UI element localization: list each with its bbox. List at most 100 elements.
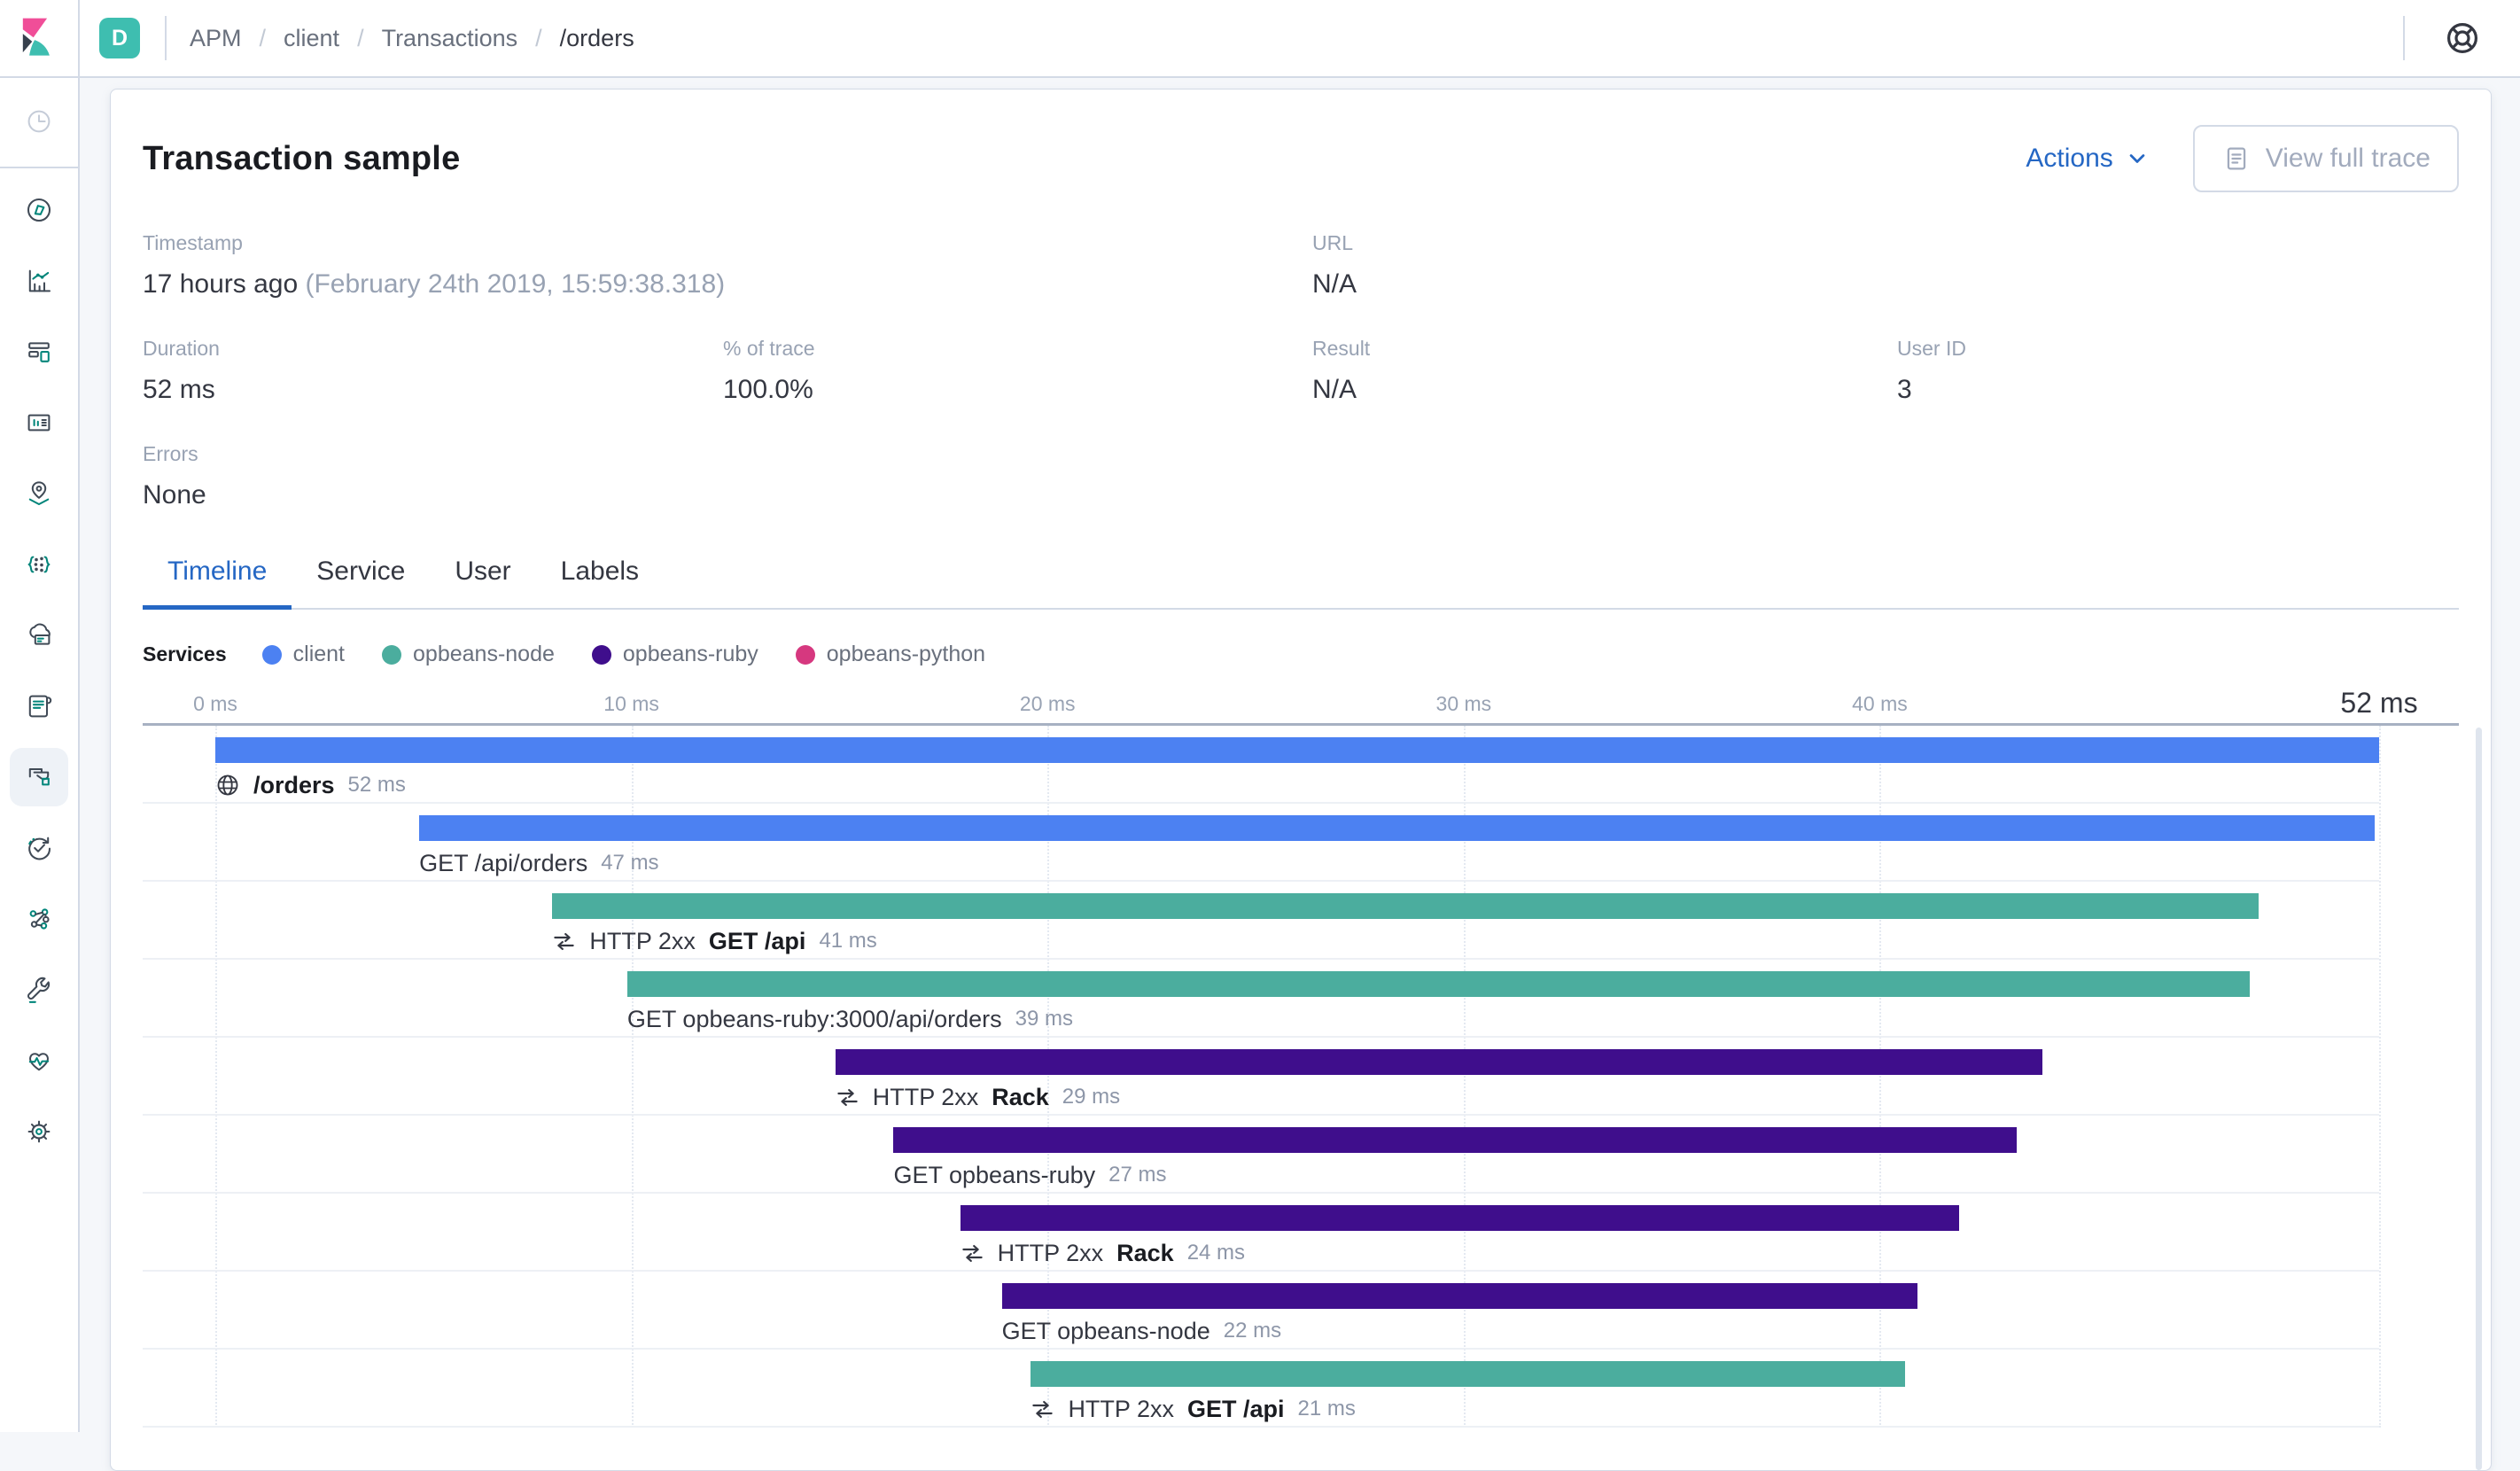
meta-label: User ID xyxy=(1897,337,2459,361)
breadcrumb-item[interactable]: client xyxy=(284,25,339,52)
span-bar[interactable] xyxy=(1002,1283,1917,1309)
transaction-bar[interactable] xyxy=(1031,1361,1904,1387)
duration-label: 39 ms xyxy=(1015,1007,1073,1031)
duration-label: 41 ms xyxy=(819,929,876,953)
span-name: GET opbeans-ruby:3000/api/orders xyxy=(627,1006,1002,1033)
tab-service[interactable]: Service xyxy=(292,551,430,608)
duration-label: 29 ms xyxy=(1062,1085,1120,1109)
merge-icon xyxy=(836,1086,859,1109)
sidebar-item-infrastructure[interactable] xyxy=(10,606,68,665)
document-icon xyxy=(2221,144,2252,174)
duration-value: 52 ms xyxy=(143,375,723,405)
kibana-logo[interactable] xyxy=(0,0,80,76)
legend-item-opbeans-python: opbeans-python xyxy=(796,642,985,667)
tab-timeline[interactable]: Timeline xyxy=(143,551,292,608)
transaction-bar[interactable] xyxy=(836,1049,2042,1075)
result-value: N/A xyxy=(1312,375,1897,405)
sidebar-item-uptime[interactable] xyxy=(10,819,68,877)
apm-icon xyxy=(23,761,55,793)
waterfall-row-get-opbeans-ruby[interactable]: GET opbeans-ruby 27 ms xyxy=(143,1116,2379,1194)
vertical-scrollbar[interactable] xyxy=(2476,728,2482,1470)
timestamp-absolute: (February 24th 2019, 15:59:38.318) xyxy=(298,269,725,299)
app-sidebar xyxy=(0,78,80,1432)
result-prefix: HTTP 2xx xyxy=(873,1084,979,1111)
card-header: Transaction sample Actions View full tra… xyxy=(143,90,2459,192)
duration-label: 52 ms xyxy=(348,773,406,798)
visualize-icon xyxy=(23,265,55,297)
actions-dropdown-button[interactable]: Actions xyxy=(2026,144,2150,174)
view-full-trace-label: View full trace xyxy=(2266,144,2431,174)
meta-timestamp: Timestamp 17 hours ago (February 24th 20… xyxy=(143,231,1312,300)
meta-duration: Duration 52 ms xyxy=(143,337,723,405)
sidebar-item-apm[interactable] xyxy=(10,748,68,806)
legend-item-client: client xyxy=(262,642,345,667)
span-name: GET opbeans-ruby xyxy=(893,1162,1095,1189)
sidebar-item-discover[interactable] xyxy=(10,181,68,239)
sidebar-item-maps[interactable] xyxy=(10,464,68,523)
breadcrumb-item[interactable]: APM xyxy=(190,25,242,52)
span-bar[interactable] xyxy=(419,815,2375,841)
sidebar-item-dev-tools[interactable] xyxy=(10,961,68,1019)
uptime-icon xyxy=(23,832,55,864)
waterfall-row-get-opbeans-ruby-3000-api-orders[interactable]: GET opbeans-ruby:3000/api/orders 39 ms xyxy=(143,960,2379,1038)
meta-label: Errors xyxy=(143,442,723,466)
meta-url: URL N/A xyxy=(1312,231,2459,300)
page-title: Transaction sample xyxy=(143,140,460,178)
pct-of-trace-value: 100.0% xyxy=(723,375,1312,405)
transaction-bar[interactable] xyxy=(552,893,2258,919)
sidebar-item-management[interactable] xyxy=(10,1102,68,1161)
meta-result: Result N/A xyxy=(1312,337,1897,405)
span-bar[interactable] xyxy=(627,971,2251,997)
merge-icon xyxy=(961,1241,984,1265)
result-prefix: HTTP 2xx xyxy=(589,928,696,955)
sidebar-item-dashboard[interactable] xyxy=(10,323,68,381)
sidebar-item-machine-learning[interactable] xyxy=(10,535,68,594)
sidebar-item-logs[interactable] xyxy=(10,677,68,736)
meta-user-id: User ID 3 xyxy=(1897,337,2459,405)
errors-value: None xyxy=(143,480,723,510)
breadcrumb-item[interactable]: Transactions xyxy=(382,25,518,52)
meta-label: URL xyxy=(1312,231,2459,255)
sidebar-item-graph[interactable] xyxy=(10,890,68,948)
meta-label: Timestamp xyxy=(143,231,1312,255)
timeline-total-duration: 52 ms xyxy=(2340,687,2417,720)
span-bar[interactable] xyxy=(893,1127,2017,1153)
duration-label: 27 ms xyxy=(1108,1163,1166,1187)
result-prefix: HTTP 2xx xyxy=(998,1240,1104,1267)
graph-icon xyxy=(23,903,55,935)
space-badge[interactable]: D xyxy=(99,18,140,58)
monitoring-heartbeat-icon xyxy=(23,1045,55,1077)
view-full-trace-button[interactable]: View full trace xyxy=(2193,125,2459,192)
duration-label: 24 ms xyxy=(1187,1241,1245,1265)
tab-user[interactable]: User xyxy=(430,551,535,608)
transaction-bar[interactable] xyxy=(215,737,2379,763)
duration-label: 47 ms xyxy=(601,851,658,876)
transaction-bar[interactable] xyxy=(961,1205,1959,1231)
sidebar-item-visualize[interactable] xyxy=(10,252,68,310)
meta-errors: Errors None xyxy=(143,442,723,510)
help-menu-button[interactable] xyxy=(2405,0,2520,76)
transaction-metadata: Timestamp 17 hours ago (February 24th 20… xyxy=(143,231,2459,510)
tab-labels[interactable]: Labels xyxy=(536,551,664,608)
sidebar-item-monitoring[interactable] xyxy=(10,1031,68,1090)
user-id-value: 3 xyxy=(1897,375,2459,405)
discover-icon xyxy=(23,194,55,226)
sidebar-item-recently-viewed[interactable] xyxy=(10,92,68,151)
sidebar-item-canvas[interactable] xyxy=(10,393,68,452)
axis-tick-label: 0 ms xyxy=(193,692,237,716)
recently-viewed-icon xyxy=(23,105,55,137)
management-gear-icon xyxy=(23,1116,55,1148)
duration-label: 21 ms xyxy=(1298,1397,1356,1421)
